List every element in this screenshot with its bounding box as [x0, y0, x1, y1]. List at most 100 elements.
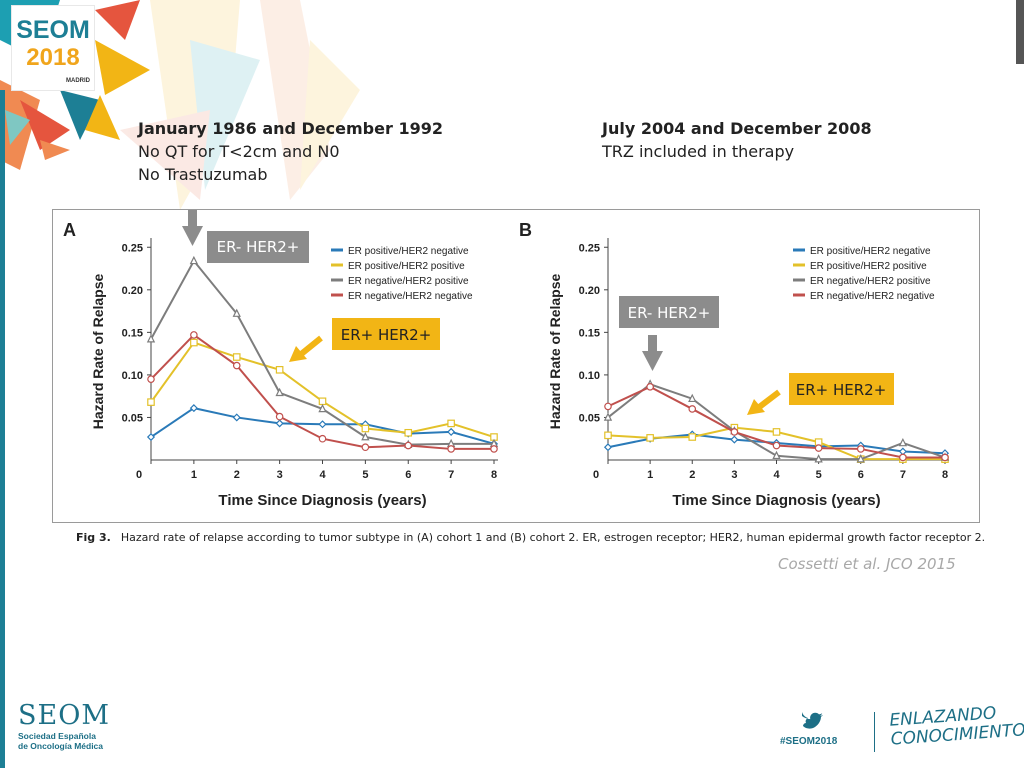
annotation-label: ER+ HER2+: [341, 326, 432, 344]
data-point: [275, 419, 284, 428]
data-point: [447, 419, 455, 428]
data-point: [772, 441, 781, 450]
annotation-box: [619, 296, 719, 328]
logo-year: 2018: [26, 44, 80, 71]
x-tick-label: 0: [593, 469, 599, 481]
caption-label: Fig 3.: [76, 531, 111, 544]
cohort-1-title: January 1986 and December 1992: [138, 119, 443, 138]
data-point: [318, 420, 327, 429]
data-point: [604, 402, 612, 411]
legend-label: ER positive/HER2 negative: [810, 246, 931, 257]
x-tick-label: 8: [491, 469, 497, 481]
annotations: ER- HER2+ ER+ HER2+ ER- HER2+ ER+ HER2+: [182, 210, 894, 415]
data-point: [856, 445, 865, 453]
data-point: [814, 454, 823, 463]
logo-city: MADRID: [66, 78, 90, 84]
y-tick-label: 0.20: [579, 285, 600, 297]
figure-caption: Fig 3. Hazard rate of relapse according t…: [76, 531, 985, 544]
data-point: [490, 445, 498, 453]
data-point: [730, 428, 739, 436]
data-point: [898, 437, 908, 447]
data-point: [190, 331, 198, 339]
data-point: [146, 334, 156, 343]
seom-footer-logo: SEOM Sociedad Española de Oncología Médi…: [18, 700, 110, 751]
cohort-2-description: July 2004 and December 2008 TRZ included…: [602, 117, 872, 163]
y-tick-label: 0.05: [122, 412, 143, 424]
yellow-arrow-head: [747, 399, 765, 415]
data-point: [275, 412, 284, 421]
seom-line-2: de Oncología Médica: [18, 741, 104, 751]
y-tick-label: 0.15: [122, 327, 143, 339]
data-point: [147, 398, 155, 406]
seom-2018-logo: SEOM 2018 MADRID: [12, 6, 94, 90]
data-point: [447, 427, 456, 436]
data-point: [688, 433, 697, 441]
data-point: [232, 413, 241, 422]
annotation-label: ER- HER2+: [217, 238, 300, 256]
data-point: [147, 375, 155, 383]
cohort-2-title: July 2004 and December 2008: [602, 119, 872, 138]
y-tick-label: 0.20: [122, 285, 143, 297]
hazard-rate-charts: A 0.05 0.10 0.15 0.20 0.25 0 1 2 3 4 5 6 7 8 Time Since…: [63, 210, 950, 509]
tagline: ENLAZANDO CONOCIMIENTO: [889, 702, 1024, 749]
x-tick-label: 8: [942, 469, 948, 481]
data-point: [232, 353, 241, 361]
footer-divider: [874, 712, 875, 752]
data-point: [604, 431, 612, 440]
yellow-arrow-head: [289, 346, 307, 362]
x-tick-label: 6: [405, 469, 411, 481]
chart-panel-b: B 0.05 0.10 0.15 0.20 0.25 0 1 2 3 4 5 6 7 8 Time Since…: [519, 220, 950, 509]
x-tick-label: 0: [136, 469, 142, 481]
hashtag: #SEOM2018: [780, 736, 838, 747]
data-point: [189, 404, 198, 413]
data-point: [814, 444, 823, 452]
data-point: [318, 397, 327, 406]
x-tick-label: 2: [689, 469, 695, 481]
logo-text: SEOM: [16, 16, 90, 44]
annotation-box: [789, 373, 894, 405]
data-point: [189, 255, 199, 265]
x-tick-label: 4: [773, 469, 780, 481]
legend-label: ER negative/HER2 negative: [810, 291, 935, 302]
gray-arrow-shaft: [188, 210, 197, 228]
data-point: [404, 441, 413, 450]
series-line: [150, 259, 494, 446]
data-point: [361, 431, 370, 441]
data-point: [232, 361, 241, 370]
right-accent-stripe: [1016, 0, 1024, 64]
y-tick-label: 0.10: [122, 370, 143, 382]
data-point: [688, 405, 697, 413]
gray-arrow-head: [642, 351, 663, 371]
data-point: [404, 428, 413, 437]
x-axis-label: Time Since Diagnosis (years): [218, 492, 426, 509]
annotation-box: [207, 231, 309, 263]
legend-label: ER negative/HER2 negative: [348, 291, 473, 302]
data-point: [318, 434, 327, 443]
y-tick-label: 0.15: [579, 327, 600, 339]
x-tick-label: 6: [858, 469, 864, 481]
data-point: [232, 308, 241, 317]
y-axis-label: Hazard Rate of Relapse: [547, 273, 563, 429]
y-axis-label: Hazard Rate of Relapse: [90, 273, 106, 429]
data-point: [941, 453, 949, 462]
legend-label: ER negative/HER2 positive: [810, 276, 931, 287]
data-point: [730, 435, 739, 444]
data-point: [275, 365, 284, 374]
twitter-bird-icon: [802, 712, 823, 729]
data-point: [899, 453, 907, 462]
seom-line-1: Sociedad Española: [18, 731, 96, 741]
x-tick-label: 7: [448, 469, 454, 481]
x-tick-label: 2: [234, 469, 240, 481]
x-tick-label: 5: [816, 469, 822, 481]
x-tick-label: 1: [647, 469, 653, 481]
cohort-1-description: January 1986 and December 1992 No QT for…: [138, 117, 443, 186]
data-point: [447, 445, 455, 453]
figure-panel: A 0.05 0.10 0.15 0.20 0.25 0 1 2 3 4 5 6 7 8 Time Since…: [52, 209, 980, 523]
data-point: [603, 443, 613, 452]
y-tick-label: 0.25: [579, 242, 600, 254]
gray-arrow-shaft: [648, 335, 657, 353]
data-point: [361, 443, 370, 452]
legend-label: ER positive/HER2 positive: [348, 261, 465, 272]
data-point: [688, 393, 697, 403]
annotation-label: ER- HER2+: [628, 304, 711, 322]
